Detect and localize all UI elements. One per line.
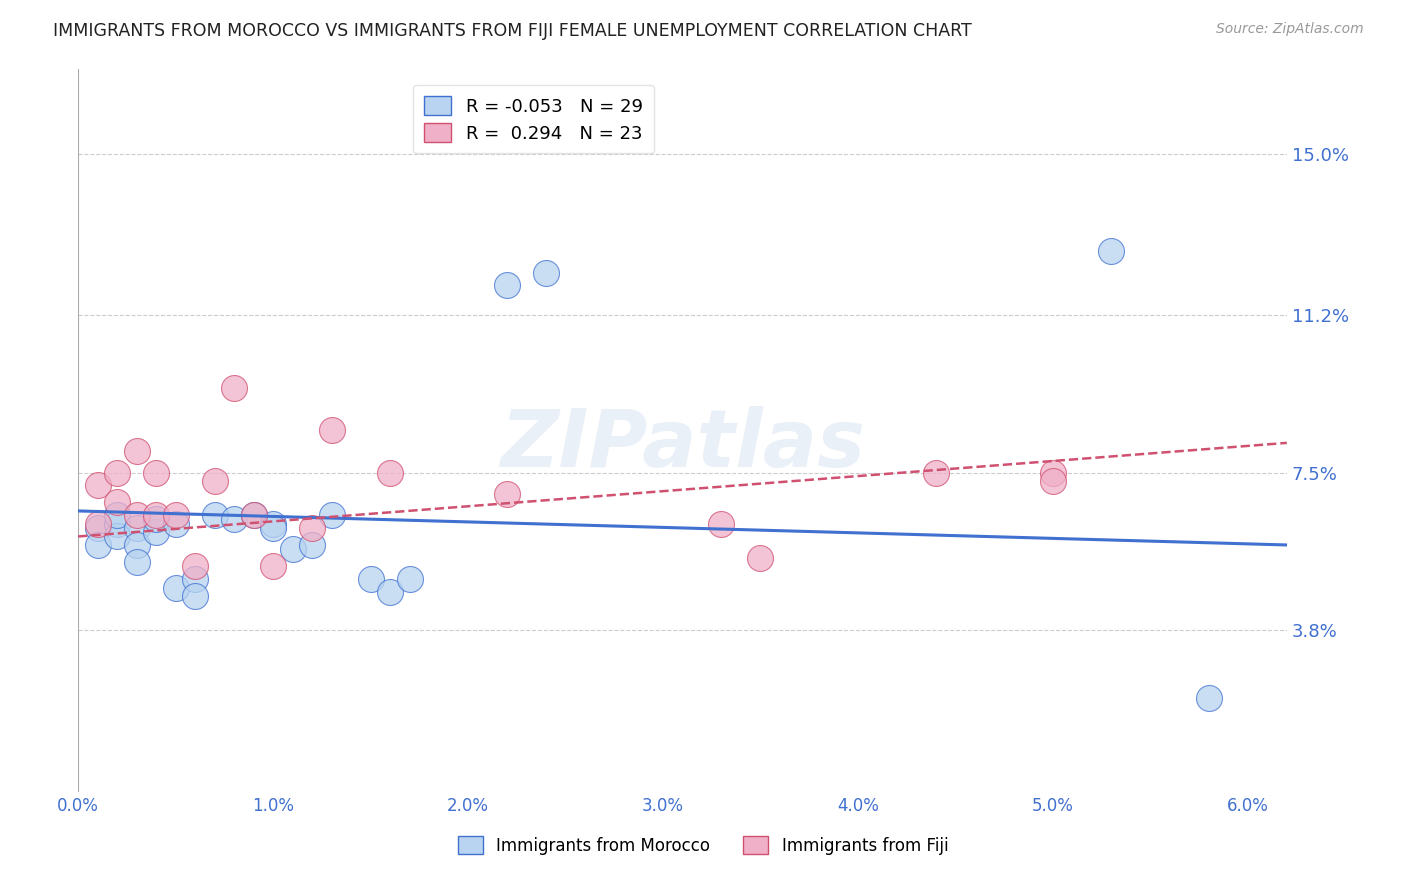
Point bbox=[204, 508, 226, 523]
Point bbox=[165, 516, 187, 531]
Point bbox=[242, 508, 264, 523]
Point bbox=[145, 508, 167, 523]
Point bbox=[145, 525, 167, 540]
Point bbox=[86, 478, 108, 492]
Point bbox=[86, 538, 108, 552]
Point bbox=[222, 512, 245, 526]
Point bbox=[184, 589, 207, 603]
Point bbox=[925, 466, 948, 480]
Point bbox=[184, 572, 207, 586]
Point bbox=[1042, 474, 1064, 488]
Point bbox=[496, 278, 519, 293]
Point bbox=[710, 516, 733, 531]
Point bbox=[86, 521, 108, 535]
Point bbox=[301, 521, 323, 535]
Text: IMMIGRANTS FROM MOROCCO VS IMMIGRANTS FROM FIJI FEMALE UNEMPLOYMENT CORRELATION : IMMIGRANTS FROM MOROCCO VS IMMIGRANTS FR… bbox=[53, 22, 972, 40]
Point bbox=[262, 559, 284, 574]
Text: Source: ZipAtlas.com: Source: ZipAtlas.com bbox=[1216, 22, 1364, 37]
Point bbox=[125, 508, 148, 523]
Point bbox=[86, 516, 108, 531]
Point bbox=[105, 508, 128, 523]
Point bbox=[125, 444, 148, 458]
Point bbox=[301, 538, 323, 552]
Point bbox=[1099, 244, 1122, 259]
Point bbox=[125, 555, 148, 569]
Point bbox=[145, 466, 167, 480]
Point bbox=[242, 508, 264, 523]
Point bbox=[534, 266, 557, 280]
Point bbox=[749, 550, 772, 565]
Point bbox=[105, 495, 128, 509]
Point bbox=[222, 380, 245, 394]
Point bbox=[378, 466, 401, 480]
Point bbox=[281, 542, 304, 557]
Point bbox=[378, 584, 401, 599]
Point bbox=[1198, 691, 1220, 706]
Point bbox=[262, 521, 284, 535]
Point bbox=[1042, 466, 1064, 480]
Point bbox=[105, 529, 128, 543]
Point bbox=[145, 512, 167, 526]
Point bbox=[184, 559, 207, 574]
Point bbox=[125, 521, 148, 535]
Point bbox=[496, 487, 519, 501]
Point bbox=[321, 508, 343, 523]
Text: ZIPatlas: ZIPatlas bbox=[501, 406, 865, 483]
Point bbox=[204, 474, 226, 488]
Point bbox=[125, 538, 148, 552]
Point bbox=[105, 466, 128, 480]
Point bbox=[398, 572, 420, 586]
Legend: Immigrants from Morocco, Immigrants from Fiji: Immigrants from Morocco, Immigrants from… bbox=[451, 830, 955, 862]
Point bbox=[105, 516, 128, 531]
Point bbox=[165, 508, 187, 523]
Point bbox=[262, 516, 284, 531]
Legend: R = -0.053   N = 29, R =  0.294   N = 23: R = -0.053 N = 29, R = 0.294 N = 23 bbox=[413, 85, 654, 153]
Point bbox=[321, 423, 343, 437]
Point bbox=[360, 572, 382, 586]
Point bbox=[165, 581, 187, 595]
